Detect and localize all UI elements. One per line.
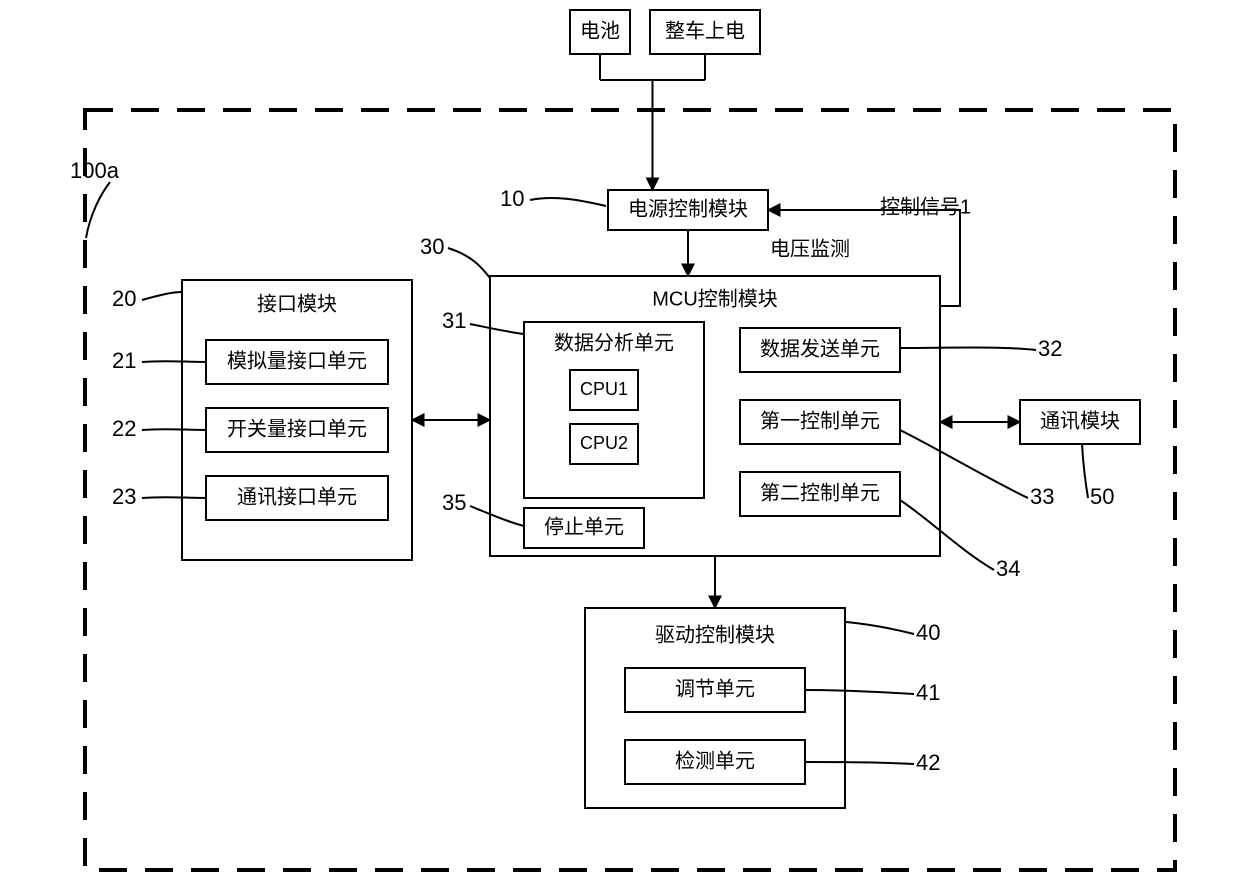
ref-r21: 21 [112,348,136,373]
analog-interface-unit-label: 模拟量接口单元 [227,349,367,372]
ref-r22-lead [142,429,206,430]
data-send-unit-label: 数据发送单元 [760,337,880,360]
ref-r10: 10 [500,186,524,211]
ref-r40: 40 [916,620,940,645]
ref-r20: 20 [112,286,136,311]
detect-unit-label: 检测单元 [675,749,755,772]
ref-r42: 42 [916,750,940,775]
diagram-canvas: 电池 整车上电电源控制模块接口模块模拟量接口单元开关量接口单元通讯接口单元 MCU控… [0,0,1239,881]
ref-r32: 32 [1038,336,1062,361]
interface-module-label: 接口模块 [257,292,337,315]
cpu2-box-label: CPU2 [580,433,628,453]
ref-r22: 22 [112,416,136,441]
ref-r34: 34 [996,556,1020,581]
adjust-unit-label: 调节单元 [675,677,755,700]
mcu-control-module-label: MCU控制模块 [652,287,778,310]
first-control-unit-label: 第一控制单元 [760,409,880,432]
voltage-monitor-label: 电压监测 [770,237,850,260]
data-analysis-unit-label: 数据分析单元 [554,331,674,354]
ref-r23-lead [142,497,206,498]
ref-r21-lead [142,361,206,362]
stop-unit-label: 停止单元 [544,515,624,538]
ref-r30: 30 [420,234,444,259]
drive-control-module-label: 驱动控制模块 [655,623,775,646]
ref-r50-lead [1082,444,1088,498]
communication-module-label: 通讯模块 [1040,409,1120,432]
power-control-module-label: 电源控制模块 [628,197,748,220]
battery-box-label: 电池 [580,19,620,42]
ref-r40-lead [846,622,914,634]
cpu1-box-label: CPU1 [580,379,628,399]
ref-r31: 31 [442,308,466,333]
second-control-unit-label: 第二控制单元 [760,481,880,504]
comm-interface-unit-label: 通讯接口单元 [237,485,357,508]
ref-r10-lead [530,198,606,206]
ref-r41: 41 [916,680,940,705]
ref-r50: 50 [1090,484,1114,509]
ref-r30-lead [448,248,490,278]
ref-r23: 23 [112,484,136,509]
switch-interface-unit-label: 开关量接口单元 [227,417,367,440]
ref-r20-lead [142,292,182,300]
ref-r100a-lead [86,182,110,238]
ref-r100a: 100a [70,158,120,183]
ctrl-signal-label: 控制信号1 [880,195,971,218]
ref-r35: 35 [442,490,466,515]
vehicle-power-on-box-label: 整车上电 [665,19,745,42]
ref-r33: 33 [1030,484,1054,509]
